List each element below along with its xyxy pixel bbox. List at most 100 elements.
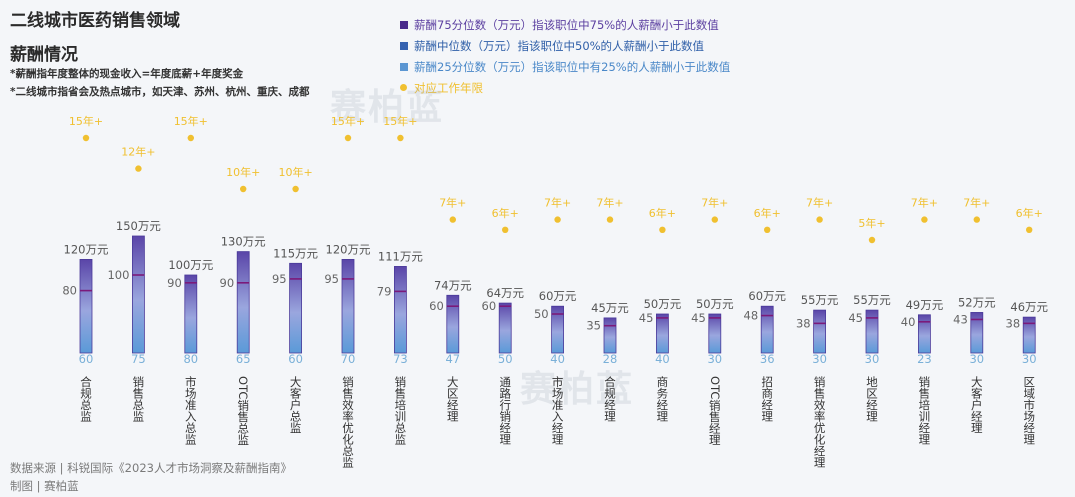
p50-label-17: 43 xyxy=(953,312,968,326)
x-label-7: 大区经理 xyxy=(446,375,460,422)
x-label-5: 销售效率优化总监 xyxy=(341,375,355,468)
years-dot-0 xyxy=(82,134,90,142)
years-dot-11 xyxy=(659,226,666,233)
p25-label-17: 30 xyxy=(969,352,984,366)
p50-label-9: 50 xyxy=(534,307,549,321)
p25-label-5: 70 xyxy=(341,352,356,366)
years-dot-3 xyxy=(240,185,247,193)
p50-label-3: 90 xyxy=(220,276,235,290)
p75-label-15: 55万元 xyxy=(853,293,891,307)
p25-label-13: 36 xyxy=(760,352,775,366)
p75-label-3: 130万元 xyxy=(221,235,266,249)
p75-label-2: 100万元 xyxy=(168,258,213,272)
p25-label-10: 28 xyxy=(603,352,618,366)
p50-label-4: 95 xyxy=(272,272,287,286)
x-label-2: 市场准入总监 xyxy=(184,375,198,445)
years-label-11: 6年+ xyxy=(649,206,676,220)
years-dot-12 xyxy=(711,216,718,223)
years-label-18: 6年+ xyxy=(1016,206,1043,220)
years-label-2: 15年+ xyxy=(174,114,208,128)
bar-2 xyxy=(184,274,198,354)
footer-made-by: 制图 | 赛柏蓝 xyxy=(10,479,79,493)
legend-label-p75: 薪酬75分位数（万元）指该职位中75%的人薪酬小于此数值 xyxy=(414,17,719,32)
p25-label-7: 47 xyxy=(445,352,460,366)
p50-label-5: 95 xyxy=(324,272,339,286)
x-label-11: 商务经理 xyxy=(655,375,669,422)
p75-label-5: 120万元 xyxy=(326,242,371,256)
p75-label-14: 55万元 xyxy=(801,293,839,307)
years-dot-6 xyxy=(397,134,404,142)
x-label-16: 销售培训经理 xyxy=(917,375,931,445)
bar-18 xyxy=(1022,316,1036,354)
p25-label-3: 65 xyxy=(236,352,251,366)
years-label-16: 7年+ xyxy=(911,196,938,210)
legend-item-p25: 薪酬25分位数（万元）指该职位中有25%的人薪酬小于此数值 xyxy=(400,56,730,77)
legend-label-years: 对应工作年限 xyxy=(414,80,483,95)
years-label-13: 6年+ xyxy=(754,206,781,220)
bar-8 xyxy=(498,302,512,354)
p50-label-15: 45 xyxy=(848,311,863,325)
p50-label-1: 100 xyxy=(107,268,129,282)
p75-label-11: 50万元 xyxy=(644,297,682,311)
p25-label-2: 80 xyxy=(183,352,198,366)
bar-6 xyxy=(393,266,407,354)
years-dot-15 xyxy=(868,236,876,244)
x-label-14: 销售效率优化经理 xyxy=(813,375,827,468)
p25-label-9: 40 xyxy=(550,352,565,366)
years-dot-1 xyxy=(135,165,142,172)
years-label-17: 7年+ xyxy=(963,196,990,210)
p75-label-9: 60万元 xyxy=(539,289,577,303)
p25-label-6: 73 xyxy=(393,352,408,366)
p50-label-10: 35 xyxy=(586,319,601,333)
years-dot-4 xyxy=(292,185,299,193)
p50-label-16: 40 xyxy=(901,315,916,329)
years-dot-16 xyxy=(921,216,928,223)
p50-label-18: 38 xyxy=(1006,316,1021,330)
p75-label-0: 120万元 xyxy=(64,242,109,256)
p50-label-14: 38 xyxy=(796,316,811,330)
p25-label-0: 60 xyxy=(79,352,94,366)
bar-4 xyxy=(289,262,303,354)
years-dot-10 xyxy=(606,216,614,223)
years-label-10: 7年+ xyxy=(596,196,623,210)
legend-item-p50: 薪酬中位数（万元）指该职位中50%的人薪酬小于此数值 xyxy=(400,35,730,56)
p25-label-15: 30 xyxy=(865,352,880,366)
years-dot-5 xyxy=(344,134,352,142)
p50-label-2: 90 xyxy=(167,276,182,290)
years-label-3: 10年+ xyxy=(226,165,260,179)
x-label-13: 招商经理 xyxy=(760,375,774,422)
x-label-18: 区域市场经理 xyxy=(1022,376,1036,445)
bar-7 xyxy=(446,294,460,354)
p25-label-8: 50 xyxy=(498,352,513,366)
bar-9 xyxy=(551,305,564,354)
p75-label-6: 111万元 xyxy=(378,249,423,263)
years-label-8: 6年+ xyxy=(492,206,519,220)
p25-label-18: 30 xyxy=(1022,352,1037,366)
years-dot-2 xyxy=(187,134,194,142)
bar-15 xyxy=(865,309,879,354)
x-label-9: 市场准入经理 xyxy=(551,375,565,445)
chart-title-line1: 二线城市医药销售领域 xyxy=(10,11,180,31)
bar-3 xyxy=(236,251,250,354)
note-salary-definition: *薪酬指年度整体的现金收入=年度底薪+年度奖金 xyxy=(10,68,244,80)
legend-swatch-p25 xyxy=(400,62,408,71)
p75-label-4: 115万元 xyxy=(273,246,318,260)
x-label-4: 大客户总监 xyxy=(289,375,303,433)
p25-label-4: 60 xyxy=(288,352,303,366)
years-dot-8 xyxy=(502,226,509,233)
years-label-5: 15年+ xyxy=(331,114,365,128)
years-dot-17 xyxy=(973,216,980,223)
p50-label-13: 48 xyxy=(744,309,759,323)
years-label-6: 15年+ xyxy=(383,114,417,128)
bar-5 xyxy=(341,258,355,354)
bar-12 xyxy=(708,313,722,354)
p75-label-17: 52万元 xyxy=(958,295,996,309)
years-label-14: 7年+ xyxy=(806,196,833,210)
bar-1 xyxy=(131,235,145,354)
note-city-definition: *二线城市指省会及热点城市，如天津、苏州、杭州、重庆、成都 xyxy=(10,86,310,98)
p50-label-12: 45 xyxy=(691,311,706,325)
p25-label-14: 30 xyxy=(812,352,827,366)
years-dot-14 xyxy=(816,216,823,223)
legend-swatch-p75 xyxy=(400,20,408,29)
